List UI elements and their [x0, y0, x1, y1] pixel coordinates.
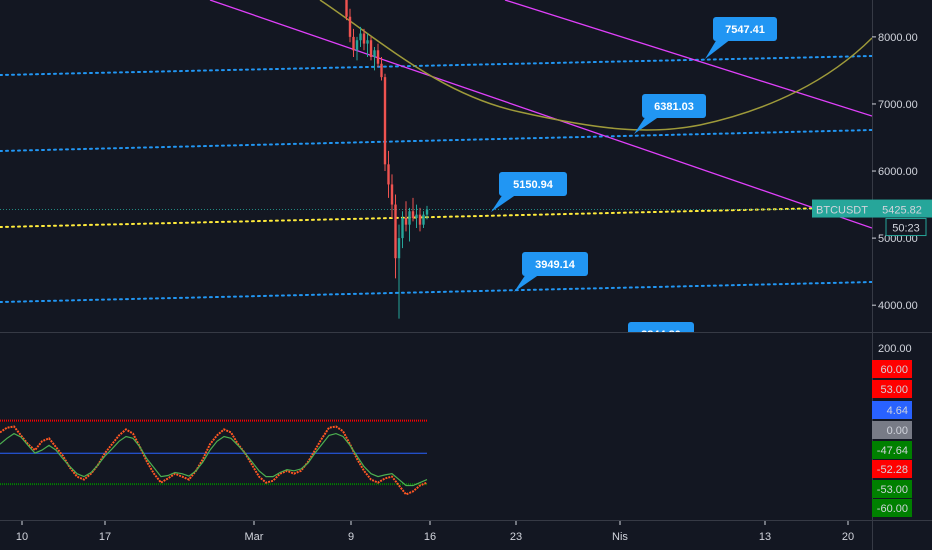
- osc-level-badge: [872, 460, 912, 478]
- time-axis-label: 13: [759, 531, 771, 543]
- candle-body[interactable]: [401, 217, 404, 239]
- candle-body[interactable]: [345, 0, 348, 17]
- osc-level-label: 60.00: [880, 364, 908, 376]
- price-tag-box[interactable]: [713, 17, 777, 41]
- countdown-badge: [885, 218, 927, 237]
- osc-level-label: 0.00: [887, 425, 908, 437]
- candle-body[interactable]: [394, 204, 397, 259]
- candle-body[interactable]: [425, 209, 429, 215]
- osc-level-badge: [872, 441, 912, 459]
- trend-line[interactable]: [0, 206, 872, 228]
- last-price-badge[interactable]: [872, 199, 932, 218]
- level-line-3[interactable]: [0, 281, 872, 303]
- candle-body[interactable]: [397, 238, 401, 259]
- price-axis-label: 7000.00: [878, 99, 918, 111]
- time-axis-label: 17: [99, 531, 111, 543]
- price-tag-box[interactable]: [642, 94, 706, 118]
- candle-body[interactable]: [422, 214, 425, 225]
- osc-series-1[interactable]: [0, 425, 428, 496]
- candle-body[interactable]: [415, 214, 418, 218]
- price-tag-pointer: [705, 39, 731, 59]
- osc-axis-label: 200.00: [878, 343, 912, 355]
- price-tag-box[interactable]: [499, 172, 567, 196]
- osc-level-label: -53.00: [877, 484, 908, 496]
- candle-body[interactable]: [383, 77, 387, 165]
- osc-level-badge: [872, 401, 912, 419]
- candle-body[interactable]: [369, 40, 373, 58]
- level-line-2[interactable]: [0, 129, 872, 152]
- time-axis-label: 23: [510, 531, 522, 543]
- time-axis-label: 20: [842, 531, 854, 543]
- price-tag-label: 2844.80: [641, 329, 681, 341]
- osc-level-badge: [872, 499, 912, 517]
- price-tag-pointer: [491, 194, 517, 212]
- time-axis-label: 16: [424, 531, 436, 543]
- time-axis-label: Mar: [245, 531, 264, 543]
- candle-body[interactable]: [352, 36, 355, 51]
- candle-body[interactable]: [359, 33, 362, 41]
- price-tag-label: 6381.03: [654, 101, 694, 113]
- osc-level-label: -52.28: [877, 464, 908, 476]
- candle-body[interactable]: [348, 16, 352, 37]
- countdown-label: 50:23: [892, 223, 920, 235]
- candle-body[interactable]: [387, 164, 390, 185]
- osc-level-badge: [872, 360, 912, 378]
- osc-series-2[interactable]: [0, 432, 428, 487]
- osc-level-badge: [872, 421, 912, 439]
- candle-body[interactable]: [411, 211, 415, 218]
- osc-level-label: 4.64: [887, 405, 908, 417]
- channel-lower-line[interactable]: [209, 0, 872, 229]
- osc-level-label: -60.00: [877, 503, 908, 515]
- price-tag-label: 5150.94: [513, 179, 554, 191]
- price-tag-box[interactable]: [522, 252, 588, 276]
- price-tag-label: 3949.14: [535, 259, 576, 271]
- candle-body[interactable]: [390, 184, 394, 205]
- candle-body[interactable]: [418, 214, 422, 225]
- candle-body[interactable]: [408, 211, 411, 225]
- last-price-label: 5425.82: [882, 205, 922, 217]
- price-tag-pointer: [634, 116, 660, 134]
- price-axis-label: 6000.00: [878, 166, 918, 178]
- candle-body[interactable]: [362, 33, 366, 44]
- price-tag-label: 7547.41: [725, 24, 765, 36]
- arc-curve[interactable]: [319, 0, 872, 131]
- candle-body[interactable]: [366, 40, 369, 44]
- candle-body[interactable]: [373, 50, 376, 58]
- symbol-label: BTCUSDT: [816, 205, 868, 217]
- price-axis-label: 8000.00: [878, 32, 918, 44]
- osc-level-badge: [872, 480, 912, 498]
- candle-body[interactable]: [355, 40, 359, 51]
- osc-level-badge: [872, 380, 912, 398]
- candle-body[interactable]: [380, 63, 383, 78]
- price-tag-pointer: [514, 274, 540, 292]
- osc-level-label: -47.64: [877, 445, 908, 457]
- time-axis-label: Nis: [612, 531, 628, 543]
- channel-upper-line[interactable]: [504, 0, 872, 117]
- candle-body[interactable]: [404, 217, 408, 225]
- price-axis-label: 5000.00: [878, 233, 918, 245]
- price-axis-label: 4000.00: [878, 300, 918, 312]
- price-tag-box[interactable]: [628, 322, 694, 346]
- level-line-1[interactable]: [0, 55, 872, 76]
- time-axis-label: 9: [348, 531, 354, 543]
- candle-body[interactable]: [376, 50, 380, 64]
- symbol-badge[interactable]: [812, 199, 872, 218]
- time-axis-label: 10: [16, 531, 28, 543]
- osc-level-label: 53.00: [880, 384, 908, 396]
